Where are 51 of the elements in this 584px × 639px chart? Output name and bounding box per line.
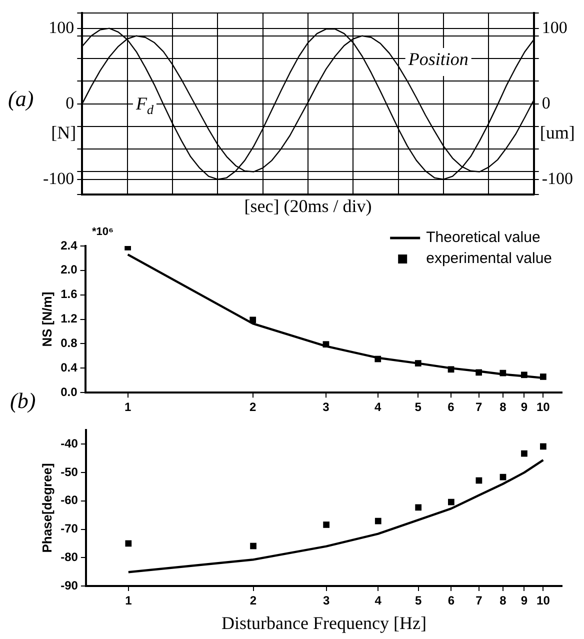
x-tick-label: 4	[374, 400, 382, 414]
x-tick-label: 6	[448, 594, 455, 608]
series-label: Position	[407, 48, 468, 69]
y-tick-label: 0.8	[60, 336, 78, 350]
x-axis-title: [sec] (20ms / div)	[244, 196, 372, 216]
y-tick-label: 0	[66, 93, 74, 112]
legend-label: experimental value	[426, 250, 552, 268]
y2-tick-label: 0	[542, 93, 550, 112]
legend-label: Theoretical value	[426, 229, 540, 246]
x-tick-label: 1	[125, 594, 132, 608]
x-tick-label: 7	[476, 594, 483, 608]
y-tick-label: 1.6	[60, 287, 78, 302]
y-tick-label: 0.0	[60, 384, 78, 399]
x-tick-label: 6	[448, 400, 455, 414]
y2-tick-label: 100	[542, 18, 568, 37]
x-tick-label: 2	[250, 400, 256, 414]
y2-axis-title: [um]	[540, 122, 575, 143]
y-tick-label: -70	[60, 522, 78, 536]
y-axis-title: Phase[degree]	[39, 463, 54, 553]
y-tick-label: 1.2	[60, 312, 78, 326]
x-tick-label: 10	[536, 400, 550, 414]
y-axis-title: [N]	[51, 122, 76, 143]
y-tick-label: -90	[60, 578, 78, 592]
text: (a)	[8, 86, 34, 112]
x-tick-label: 3	[322, 594, 330, 608]
text: *10⁶	[92, 226, 114, 238]
y2-tick-label: -100	[542, 168, 574, 188]
x-tick-label: 3	[322, 400, 330, 414]
y-tick-label: 0.4	[60, 360, 78, 374]
y-tick-label: -100	[42, 168, 74, 188]
x-tick-label: 9	[520, 594, 528, 608]
x-tick-label: 1	[124, 400, 132, 414]
x-tick-label: 5	[414, 594, 422, 608]
text: (b)	[10, 388, 36, 414]
x-tick-label: 2	[250, 594, 257, 608]
y-tick-label: -60	[60, 493, 78, 508]
x-tick-label: 4	[374, 594, 382, 608]
x-tick-label: 8	[500, 594, 507, 608]
y-tick-label: -40	[60, 436, 78, 450]
y-tick-label: -50	[60, 464, 78, 479]
x-tick-label: 5	[414, 400, 422, 414]
x-tick-label: 7	[475, 400, 482, 414]
x-tick-label: 9	[520, 400, 528, 414]
y-tick-label: 2.4	[60, 238, 78, 252]
y-tick-label: 2.0	[60, 262, 78, 277]
y-tick-label: 100	[48, 18, 74, 37]
x-axis-title: Disturbance Frequency [Hz]	[222, 612, 426, 633]
x-tick-label: 8	[500, 400, 507, 414]
y-axis-title: NS [N/m]	[39, 292, 54, 347]
x-tick-label: 10	[536, 594, 550, 608]
y-tick-label: -80	[60, 550, 78, 564]
